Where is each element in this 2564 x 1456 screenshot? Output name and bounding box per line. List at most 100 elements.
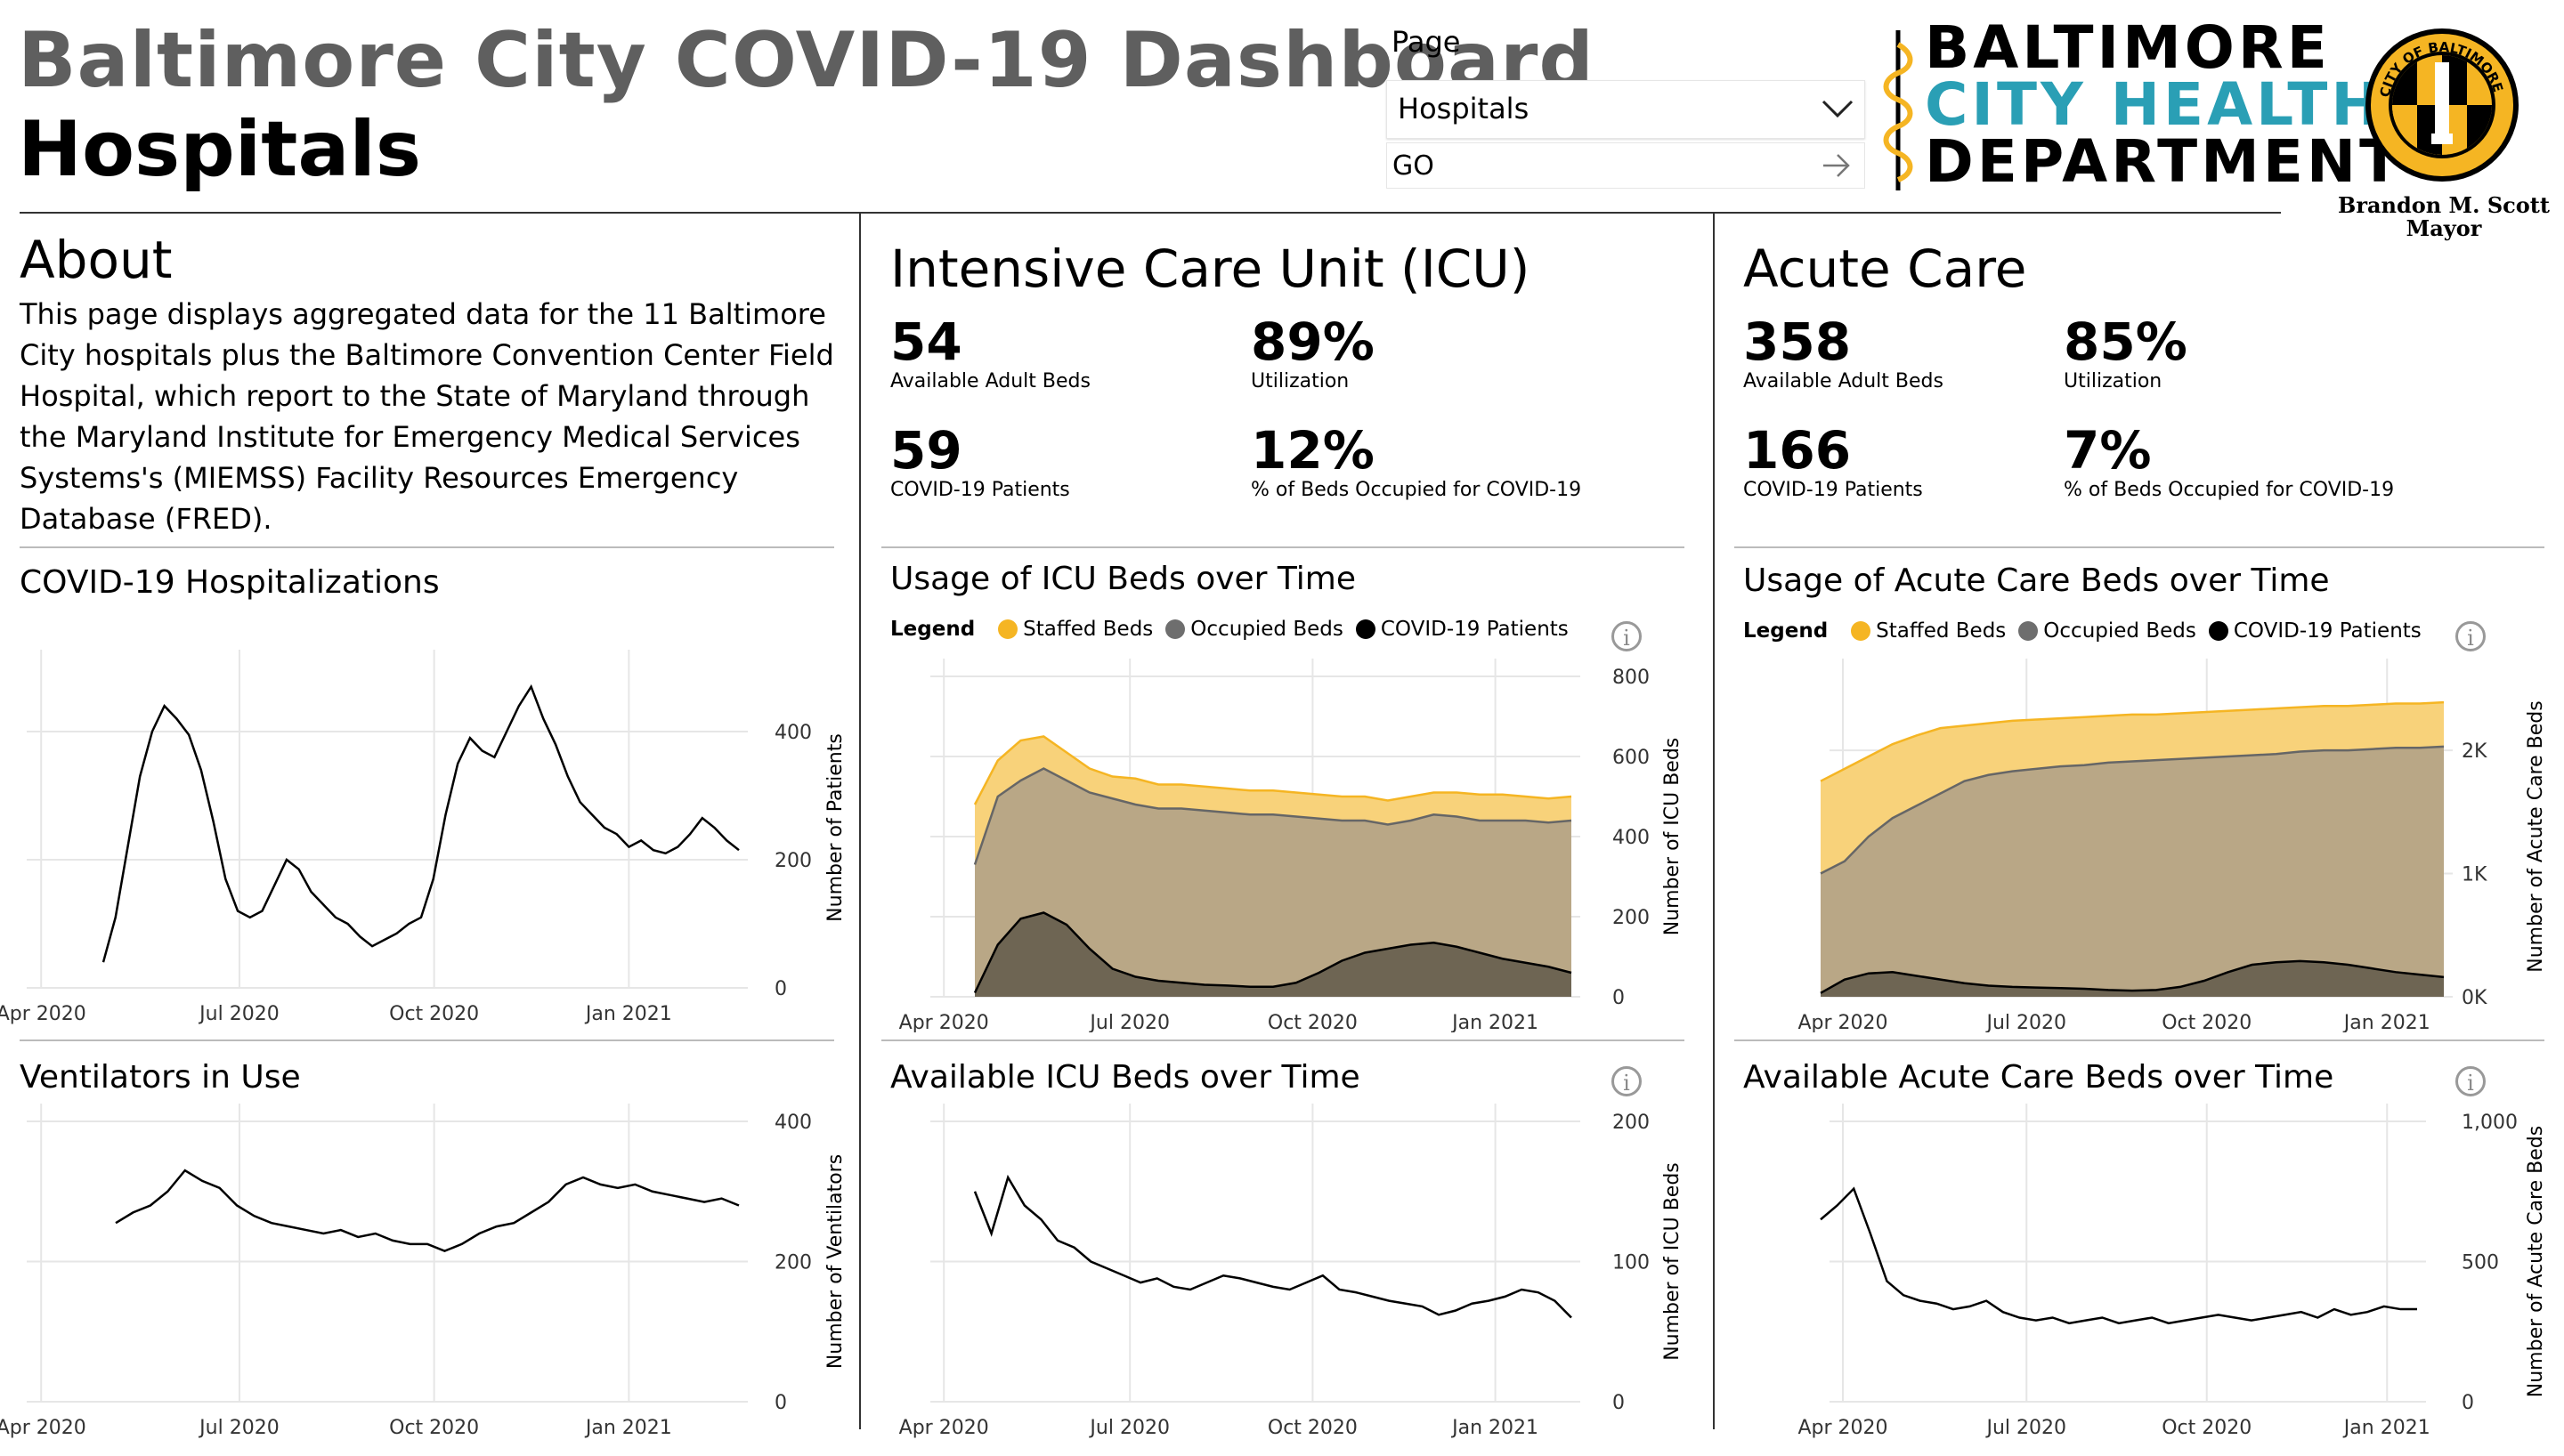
city-seal-icon: CITY OF BALTIMORE <box>2365 28 2519 182</box>
vent-chart-title: Ventilators in Use <box>20 1059 301 1096</box>
x-tick-label: Jul 2020 <box>1088 1417 1170 1439</box>
x-tick-label: Apr 2020 <box>1797 1012 1887 1032</box>
legend-occupied-dot <box>1165 619 1186 639</box>
go-button[interactable]: GO <box>1386 142 1865 189</box>
acute-usage-legend: Legend Staffed Beds Occupied Beds COVID-… <box>1743 619 2422 643</box>
acute-covid-patients-label: COVID-19 Patients <box>1743 479 1923 501</box>
hospitalizations-chart: Apr 2020 Jul 2020 Oct 2020 Jan 2021 0 200 400 N… <box>0 650 847 1025</box>
legend-occupied: Occupied Beds <box>1190 618 1343 641</box>
legend-occupied: Occupied Beds <box>2043 619 2196 643</box>
acute-usage-chart: Apr 2020 Jul 2020 Oct 2020 Jan 2021 0K 1K 2K Nu… <box>1797 659 2547 1032</box>
y-tick-label: 400 <box>775 722 812 744</box>
occupied-beds-area <box>1821 746 2444 997</box>
y-tick-label: 500 <box>2462 1252 2499 1274</box>
go-button-label: GO <box>1392 150 1434 182</box>
x-tick-label: Oct 2020 <box>389 1417 479 1439</box>
x-tick-label: Apr 2020 <box>0 1003 86 1025</box>
legend-covid: COVID-19 Patients <box>1380 618 1569 641</box>
info-icon[interactable]: i <box>2455 1066 2486 1096</box>
x-tick-label: Apr 2020 <box>1797 1417 1887 1439</box>
x-tick-label: Jul 2020 <box>1088 1012 1170 1032</box>
column-divider-1 <box>859 214 861 1429</box>
covid-patients-line <box>973 911 1572 994</box>
icu-title: Intensive Care Unit (ICU) <box>890 239 1530 299</box>
covid-patients-area <box>1821 960 2444 997</box>
x-tick-label: Jan 2021 <box>1450 1417 1538 1439</box>
covid-patients-line <box>1820 959 2445 994</box>
y-tick-label: 200 <box>775 850 812 872</box>
chevron-down-icon <box>1822 100 1854 118</box>
acute-available-beds-label: Available Adult Beds <box>1743 370 1943 392</box>
occupied-beds-line <box>1820 745 2445 875</box>
x-tick-label: Jan 2021 <box>584 1003 672 1025</box>
icu-usage-separator <box>881 1039 1684 1041</box>
icu-usage-title: Usage of ICU Beds over Time <box>890 561 1357 597</box>
acute-usage-title: Usage of Acute Care Beds over Time <box>1743 562 2330 599</box>
legend-staffed-dot <box>1851 621 1871 641</box>
about-separator <box>20 546 834 548</box>
acute-available-beds-value: 358 <box>1743 311 1852 372</box>
legend-staffed: Staffed Beds <box>1023 618 1154 641</box>
y-tick-label: 600 <box>1612 747 1650 769</box>
page-select-dropdown[interactable]: Hospitals <box>1386 80 1865 139</box>
occupied-beds-area <box>975 768 1571 997</box>
caduceus-icon <box>1883 30 1913 190</box>
icu-covid-patients-label: COVID-19 Patients <box>890 479 1070 501</box>
icu-utilization-value: 89% <box>1251 311 1375 372</box>
column-divider-2 <box>1713 214 1715 1429</box>
icu-covid-patients-value: 59 <box>890 420 962 481</box>
about-text: This page displays aggregated data for t… <box>20 297 834 536</box>
x-tick-label: Apr 2020 <box>0 1417 86 1439</box>
header-divider <box>20 212 2281 214</box>
info-icon[interactable]: i <box>1611 1066 1642 1096</box>
x-tick-label: Jan 2021 <box>2342 1417 2430 1439</box>
x-tick-label: Jul 2020 <box>198 1417 280 1439</box>
info-icon[interactable]: i <box>2455 621 2486 651</box>
logo-line-1: BALTIMORE <box>1925 13 2331 82</box>
mayor-block: Brandon M. Scott Mayor <box>2333 194 2555 240</box>
hosp-separator <box>20 1039 834 1041</box>
page-selector-label: Page <box>1392 25 1461 59</box>
legend-staffed: Staffed Beds <box>1876 619 2007 643</box>
occupied-beds-line <box>973 767 1572 865</box>
legend-occupied-dot <box>2018 621 2039 641</box>
y-tick-label: 0 <box>1612 1392 1625 1414</box>
y-axis-label: Number of Ventilators <box>824 1154 847 1369</box>
icu-available-beds-label: Available Adult Beds <box>890 370 1091 392</box>
dashboard-title: Baltimore City COVID-19 Dashboard <box>18 16 1594 105</box>
y-axis-label: Number of Patients <box>824 733 847 922</box>
x-tick-label: Jul 2020 <box>1984 1417 2066 1439</box>
x-tick-label: Oct 2020 <box>2162 1417 2252 1439</box>
hosp-chart-title: COVID-19 Hospitalizations <box>20 564 440 601</box>
series-line <box>973 1174 1572 1319</box>
icu-usage-legend: Legend Staffed Beds Occupied Beds COVID-… <box>890 618 1569 641</box>
page-select-value: Hospitals <box>1398 92 1529 125</box>
icu-avail-title: Available ICU Beds over Time <box>890 1059 1360 1096</box>
acute-title: Acute Care <box>1743 239 2027 299</box>
covid-patients-area <box>975 912 1571 997</box>
y-tick-label: 200 <box>1612 1112 1650 1134</box>
y-tick-label: 0 <box>1612 987 1625 1009</box>
y-axis-label: Number of ICU Beds <box>1661 738 1684 936</box>
icu-utilization-label: Utilization <box>1251 370 1350 392</box>
mayor-title: Mayor <box>2406 215 2482 241</box>
x-tick-label: Apr 2020 <box>899 1012 989 1032</box>
acute-avail-title: Available Acute Care Beds over Time <box>1743 1059 2334 1096</box>
info-icon[interactable]: i <box>1611 621 1642 651</box>
x-tick-label: Jan 2021 <box>584 1417 672 1439</box>
ventilators-chart: Apr 2020 Jul 2020 Oct 2020 Jan 2021 0 200 400 N… <box>0 1104 847 1439</box>
acute-covid-share-value: 7% <box>2064 420 2152 481</box>
acute-available-chart: Apr 2020 Jul 2020 Oct 2020 Jan 2021 0 500 1,00… <box>1797 1104 2547 1439</box>
x-tick-label: Jul 2020 <box>1984 1012 2066 1032</box>
y-axis-label: Number of Acute Care Beds <box>2525 1126 2547 1397</box>
x-tick-label: Jan 2021 <box>2342 1012 2430 1032</box>
x-tick-label: Oct 2020 <box>1268 1417 1358 1439</box>
legend-covid: COVID-19 Patients <box>2233 619 2422 643</box>
x-tick-label: Oct 2020 <box>2162 1012 2252 1032</box>
icu-covid-share-label: % of Beds Occupied for COVID-19 <box>1251 479 1582 501</box>
acute-covid-patients-value: 166 <box>1743 420 1852 481</box>
icu-covid-share-value: 12% <box>1251 420 1375 481</box>
legend-covid-dot <box>2208 621 2228 641</box>
arrow-right-icon <box>1823 154 1850 177</box>
about-title: About <box>20 230 173 290</box>
